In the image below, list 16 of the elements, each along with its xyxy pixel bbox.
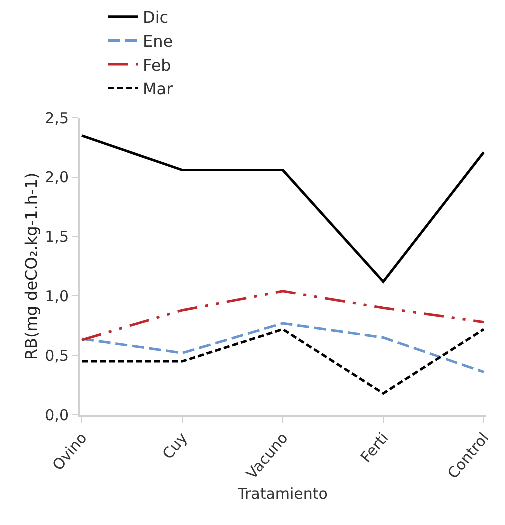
legend-label: Mar (143, 80, 174, 99)
legend-label: Ene (143, 32, 174, 51)
y-tick-label: 1,5 (45, 228, 69, 246)
legend-label: Feb (143, 56, 172, 75)
y-tick-label: 0,0 (45, 406, 69, 424)
y-axis-title: RB(mg deCO₂.kg-1.h-1) (22, 172, 41, 360)
y-tick-label: 0,5 (45, 346, 69, 365)
x-axis-title: Tratamiento (237, 484, 328, 503)
y-tick-label: 2,0 (45, 168, 69, 187)
line-series (80, 134, 486, 284)
line-series (80, 322, 486, 374)
x-tick-label: Cuy (158, 429, 192, 463)
y-tick-label: 1,0 (45, 287, 69, 306)
y-tick-label: 2,5 (45, 109, 69, 128)
line-series (80, 290, 486, 342)
legend-label: Dic (143, 8, 169, 28)
